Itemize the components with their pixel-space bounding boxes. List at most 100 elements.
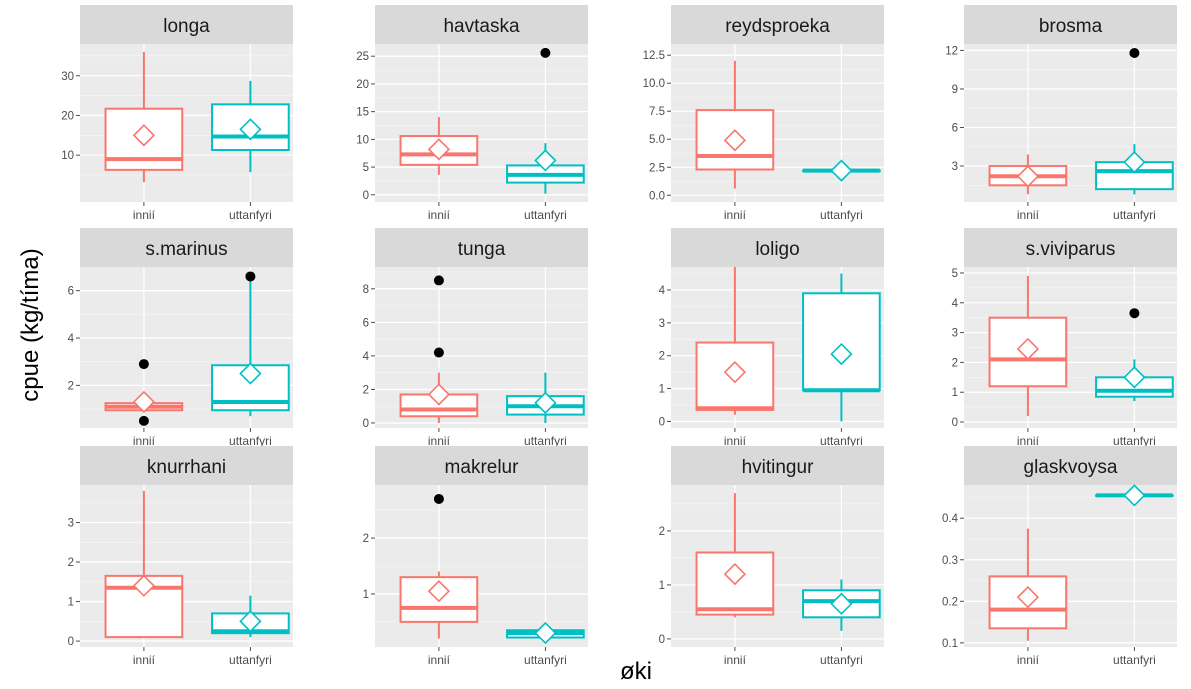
x-category-label: uttanfyri bbox=[1113, 208, 1156, 222]
boxplot bbox=[399, 493, 479, 639]
x-category-label: uttanfyri bbox=[820, 653, 863, 667]
mean-marker bbox=[830, 342, 853, 366]
mean-marker bbox=[1123, 151, 1146, 174]
y-axis-title: cpue (kg/tíma) bbox=[17, 248, 44, 401]
y-tick-label: 9 bbox=[952, 84, 958, 96]
x-category-label: uttanfyri bbox=[820, 208, 863, 222]
boxplot bbox=[399, 117, 479, 175]
y-tick-label: 0 bbox=[659, 416, 665, 428]
boxplot bbox=[988, 154, 1068, 195]
facet-title: hvitingur bbox=[742, 457, 814, 478]
boxplot bbox=[1095, 308, 1174, 402]
mean-marker bbox=[132, 390, 156, 414]
facet-panel: s.viviparus 0 1 2 3 4 5 innií uttanfyri bbox=[952, 228, 1177, 448]
y-tick-label: 1 bbox=[952, 387, 958, 399]
facet-title: makrelur bbox=[445, 457, 520, 478]
x-category-label: innií bbox=[428, 653, 451, 667]
facet-title: knurrhani bbox=[147, 457, 226, 478]
y-tick-label: 3 bbox=[659, 318, 665, 330]
facet-strip bbox=[375, 446, 588, 485]
y-tick-label: 0.3 bbox=[942, 555, 958, 567]
facet-title: s.viviparus bbox=[1026, 239, 1116, 260]
y-tick-label: 10 bbox=[356, 134, 369, 146]
x-category-label: innií bbox=[133, 208, 156, 222]
facet-title: tunga bbox=[458, 239, 506, 260]
boxplot bbox=[802, 273, 881, 422]
outlier-point bbox=[433, 347, 444, 358]
facet-panel: havtaska 0 5 10 15 20 25 innií uttanfyri bbox=[356, 5, 588, 222]
x-category-label: innií bbox=[1017, 208, 1040, 222]
boxplot bbox=[802, 159, 881, 182]
mean-marker bbox=[239, 362, 262, 385]
facet-strip bbox=[375, 5, 588, 44]
y-tick-label: 4 bbox=[68, 333, 75, 345]
y-tick-label: 6 bbox=[68, 286, 74, 298]
x-category-label: uttanfyri bbox=[524, 434, 567, 448]
x-category-label: uttanfyri bbox=[524, 653, 567, 667]
y-tick-label: 0 bbox=[363, 418, 369, 430]
x-category-label: uttanfyri bbox=[229, 653, 272, 667]
x-category-label: innií bbox=[724, 653, 747, 667]
y-tick-label: 5 bbox=[363, 162, 369, 174]
y-tick-label: 3 bbox=[952, 161, 958, 173]
mean-marker bbox=[427, 138, 451, 161]
y-tick-label: 15 bbox=[356, 107, 369, 119]
boxplot bbox=[211, 595, 290, 638]
facet-strip bbox=[80, 228, 293, 267]
outlier-point bbox=[245, 271, 256, 282]
y-tick-label: 3 bbox=[952, 328, 958, 340]
facet-panel: loligo 0 1 2 3 4 innií uttanfyri bbox=[659, 228, 884, 448]
y-tick-label: 10 bbox=[61, 150, 74, 162]
y-tick-label: 1 bbox=[659, 580, 665, 592]
y-tick-label: 7.5 bbox=[649, 106, 665, 118]
facet-strip bbox=[80, 446, 293, 485]
boxplot bbox=[695, 267, 775, 415]
x-category-label: innií bbox=[1017, 434, 1040, 448]
outlier-point bbox=[1129, 308, 1140, 319]
y-tick-label: 25 bbox=[356, 51, 369, 63]
mean-marker bbox=[1123, 366, 1146, 389]
x-category-label: uttanfyri bbox=[1113, 434, 1156, 448]
facet-panel: glaskvoysa 0.1 0.2 0.3 0.4 innií uttanfyri bbox=[942, 446, 1177, 667]
y-tick-label: 5.0 bbox=[649, 134, 665, 146]
facet-panel: makrelur 1 2 innií uttanfyri bbox=[363, 446, 588, 667]
y-tick-label: 0.4 bbox=[942, 513, 959, 525]
y-tick-label: 3 bbox=[68, 518, 74, 530]
y-tick-label: 10.0 bbox=[643, 78, 665, 90]
x-category-label: uttanfyri bbox=[820, 434, 863, 448]
facet-panel: longa 10 20 30 innií uttanfyri bbox=[61, 5, 293, 222]
facet-strip bbox=[671, 446, 884, 485]
mean-marker bbox=[1016, 337, 1040, 361]
mean-marker bbox=[427, 580, 451, 603]
box-iqr bbox=[802, 292, 881, 392]
x-category-label: innií bbox=[133, 653, 156, 667]
boxplot bbox=[104, 51, 184, 183]
facet-title: longa bbox=[163, 16, 210, 37]
mean-marker bbox=[534, 149, 557, 172]
facet-strip bbox=[671, 228, 884, 267]
boxplot bbox=[802, 579, 881, 631]
y-tick-label: 12 bbox=[945, 45, 958, 57]
outlier-point bbox=[1129, 47, 1140, 58]
y-tick-label: 2 bbox=[363, 384, 369, 396]
outlier-point bbox=[433, 275, 444, 286]
y-tick-label: 0 bbox=[68, 636, 74, 648]
boxplot bbox=[211, 80, 290, 173]
outlier-point bbox=[138, 359, 149, 370]
x-category-label: uttanfyri bbox=[524, 208, 567, 222]
mean-marker bbox=[1016, 165, 1040, 188]
y-tick-label: 0.2 bbox=[942, 596, 958, 608]
outlier-point bbox=[138, 415, 149, 426]
y-tick-label: 2 bbox=[363, 533, 369, 545]
y-tick-label: 4 bbox=[659, 285, 666, 297]
facet-strip bbox=[80, 5, 293, 44]
facet-panel: knurrhani 0 1 2 3 innií uttanfyri bbox=[68, 446, 293, 667]
facet-strip bbox=[964, 228, 1177, 267]
boxplot bbox=[104, 490, 184, 639]
y-tick-label: 0.0 bbox=[649, 190, 665, 202]
mean-marker bbox=[830, 592, 853, 615]
outlier-point bbox=[540, 47, 551, 58]
y-tick-label: 2 bbox=[68, 557, 74, 569]
facet-strip bbox=[671, 5, 884, 44]
